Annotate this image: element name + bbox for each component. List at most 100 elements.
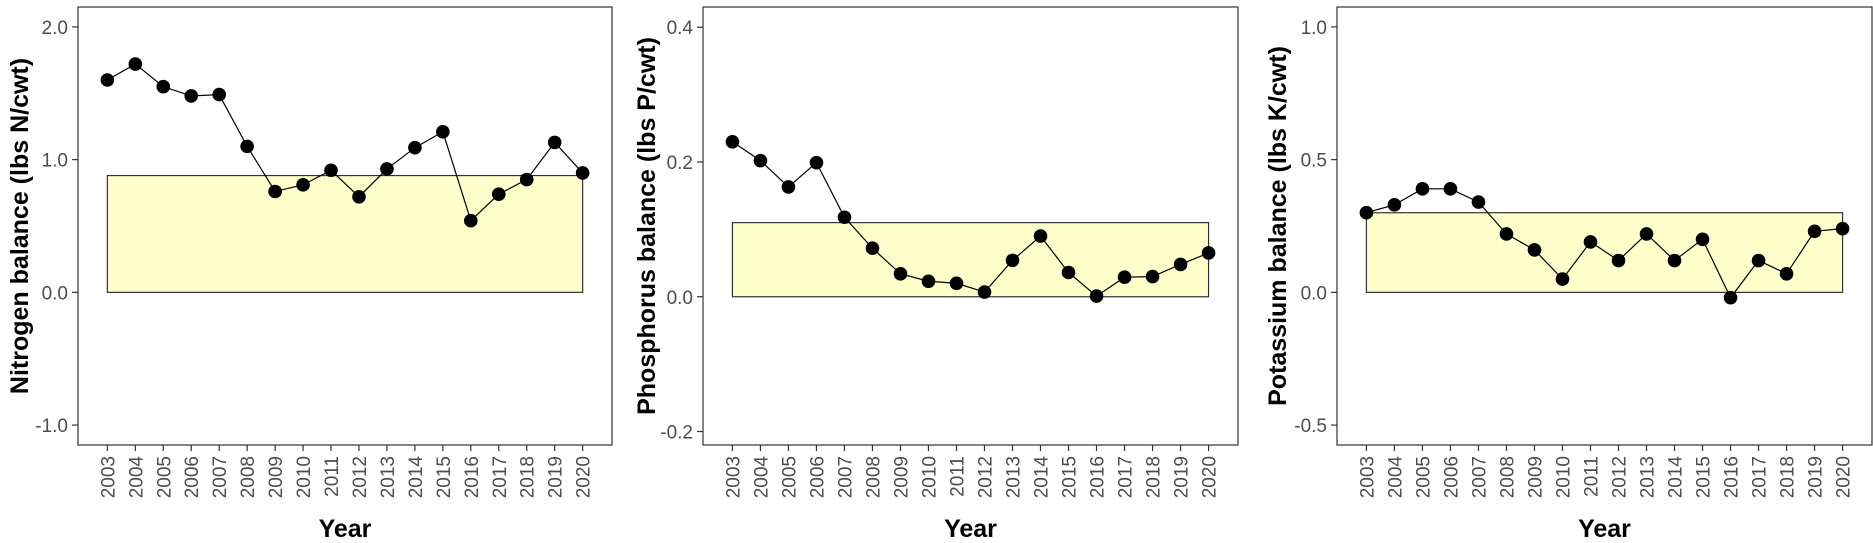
potassium-data-point [1611, 253, 1626, 268]
nitrogen-data-point [268, 184, 282, 199]
potassium-data-point [1779, 266, 1794, 281]
potassium-data-point [1695, 232, 1710, 247]
nitrogen-x-tick-label: 2016 [462, 456, 483, 498]
phosphorus-x-axis-title: Year [944, 515, 997, 543]
phosphorus-x-tick-label: 2015 [1060, 456, 1081, 498]
nitrogen-plot-frame [77, 6, 613, 446]
nitrogen-x-tick-label: 2007 [210, 456, 231, 498]
phosphorus-data-point [837, 210, 852, 225]
nitrogen-x-tick-label: 2005 [154, 456, 175, 498]
potassium-y-tick-label: 1.0 [1301, 18, 1327, 39]
phosphorus-y-tick-label: 0.4 [667, 18, 694, 39]
potassium-x-tick-label: 2009 [1525, 456, 1546, 498]
potassium-data-point [1807, 224, 1822, 239]
potassium-data-point [1527, 243, 1542, 257]
nitrogen-x-tick-label: 2020 [574, 456, 595, 498]
phosphorus-x-tick-label: 2017 [1116, 456, 1137, 498]
nitrogen-x-tick-label: 2012 [350, 456, 371, 498]
nitrogen-data-point [519, 172, 534, 187]
potassium-x-tick-label: 2012 [1610, 456, 1631, 498]
potassium-x-tick-label: 2020 [1834, 456, 1855, 498]
nitrogen-data-point [408, 140, 422, 155]
potassium-x-tick-label: 2018 [1778, 456, 1799, 498]
nitrogen-x-tick-label: 2004 [126, 456, 147, 499]
phosphorus-x-tick-label: 2007 [835, 456, 856, 498]
potassium-panel: -0.5 0.0 0.5 1.0 2003 2004 2005 2006 2007 2008 200… [1264, 6, 1873, 543]
nitrogen-x-axis-title: Year [319, 515, 372, 543]
nitrogen-data-point [240, 139, 254, 154]
nitrogen-data-point [296, 178, 310, 192]
phosphorus-data-point [1033, 229, 1048, 243]
potassium-data-point [1415, 182, 1430, 196]
potassium-y-tick-label: -0.5 [1294, 416, 1327, 437]
potassium-x-tick-label: 2015 [1694, 456, 1715, 498]
phosphorus-panel: -0.2 0.0 0.2 0.4 2003 2004 2005 2006 2007 2008 200… [633, 6, 1239, 543]
potassium-x-tick-label: 2016 [1722, 456, 1743, 498]
phosphorus-x-tick-label: 2012 [976, 456, 997, 498]
phosphorus-y-tick-label: 0.0 [667, 288, 693, 309]
phosphorus-target-band [731, 222, 1210, 298]
nitrogen-data-point [184, 89, 199, 103]
nitrogen-x-tick-label: 2019 [546, 456, 567, 498]
potassium-x-tick-label: 2017 [1750, 456, 1771, 498]
phosphorus-x-tick-label: 2018 [1144, 456, 1165, 498]
nitrogen-data-point [380, 162, 394, 176]
phosphorus-data-point [865, 241, 880, 256]
phosphorus-x-tick-label: 2011 [947, 456, 968, 497]
nitrogen-data-point [464, 213, 478, 228]
potassium-data-point [1667, 253, 1682, 268]
potassium-data-point [1471, 195, 1486, 209]
phosphorus-data-point [1117, 270, 1132, 285]
phosphorus-x-tick-label: 2006 [807, 456, 828, 498]
nitrogen-target-band [106, 174, 584, 293]
phosphorus-y-axis-title: Phosphorus balance (lbs P/cwt) [633, 37, 661, 415]
potassium-data-point [1359, 205, 1374, 220]
phosphorus-data-point [949, 276, 964, 291]
phosphorus-data-point [1201, 246, 1216, 260]
potassium-data-point [1387, 197, 1402, 212]
nitrogen-data-point [128, 57, 143, 71]
potassium-x-tick-label: 2004 [1385, 456, 1406, 499]
phosphorus-x-tick-label: 2005 [779, 456, 800, 498]
phosphorus-x-tick-label: 2008 [863, 456, 884, 498]
phosphorus-data-point [725, 134, 740, 149]
potassium-data-point [1583, 235, 1598, 249]
potassium-x-tick-label: 2013 [1638, 456, 1659, 498]
phosphorus-x-tick-label: 2003 [723, 456, 744, 498]
phosphorus-data-point [1145, 269, 1160, 284]
nitrogen-x-tick-label: 2013 [378, 456, 399, 498]
nitrogen-data-point [352, 190, 366, 204]
nitrogen-y-tick-label: -1.0 [35, 416, 68, 437]
nitrogen-x-tick-label: 2011 [322, 456, 343, 497]
potassium-data-point [1835, 221, 1850, 236]
phosphorus-x-tick-label: 2019 [1172, 456, 1193, 498]
nitrogen-x-tick-label: 2015 [434, 456, 455, 498]
nitrogen-data-point [436, 124, 450, 139]
potassium-data-point [1723, 290, 1738, 305]
phosphorus-data-point [1061, 265, 1076, 280]
phosphorus-x-tick-label: 2020 [1200, 456, 1221, 498]
potassium-plot-frame [1336, 6, 1873, 446]
nitrogen-x-tick-label: 2003 [98, 456, 119, 498]
nitrogen-y-tick-label: 1.0 [42, 151, 68, 172]
phosphorus-plot-frame [702, 6, 1239, 446]
potassium-y-tick-label: 0.5 [1301, 151, 1327, 172]
nitrogen-x-tick-label: 2009 [266, 456, 287, 498]
phosphorus-x-tick-label: 2009 [891, 456, 912, 498]
phosphorus-data-point [1005, 253, 1020, 268]
nitrogen-data-point [324, 163, 338, 178]
nitrogen-y-tick-label: 0.0 [42, 283, 68, 304]
nitrogen-y-tick-label: 2.0 [42, 18, 68, 39]
phosphorus-data-point [1173, 257, 1188, 272]
phosphorus-data-point [809, 155, 824, 170]
phosphorus-x-tick-label: 2010 [919, 456, 940, 498]
potassium-data-point [1499, 227, 1514, 241]
nitrogen-x-tick-label: 2008 [238, 456, 259, 498]
nitrogen-panel: -1.0 0.0 1.0 2.0 2003 2004 2005 2006 2007 2008 200… [6, 6, 613, 543]
potassium-x-tick-label: 2010 [1553, 456, 1574, 498]
nitrogen-x-tick-label: 2014 [406, 456, 427, 499]
phosphorus-x-tick-label: 2004 [751, 456, 772, 499]
phosphorus-data-point [921, 274, 936, 289]
potassium-x-tick-label: 2014 [1666, 456, 1687, 499]
